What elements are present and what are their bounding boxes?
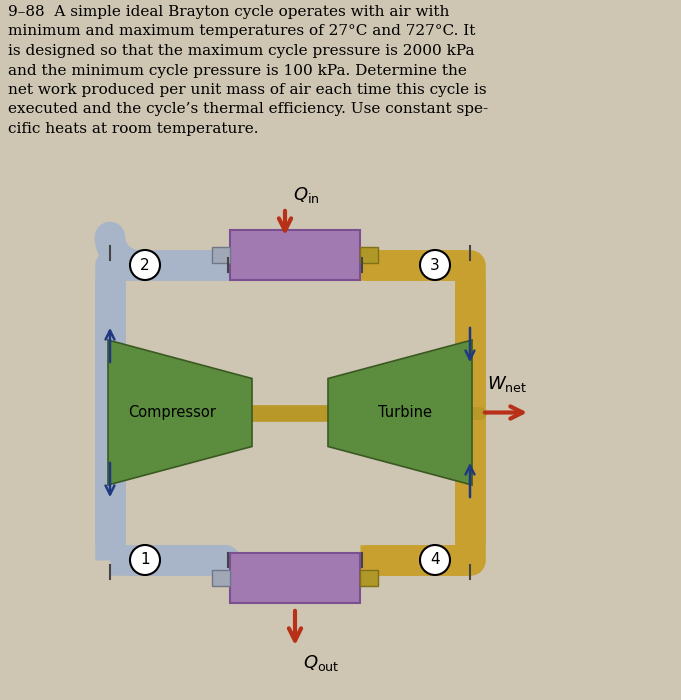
Circle shape xyxy=(420,545,450,575)
Circle shape xyxy=(130,545,160,575)
Polygon shape xyxy=(328,340,472,485)
Text: $W_\mathrm{net}$: $W_\mathrm{net}$ xyxy=(487,374,527,395)
Text: 4: 4 xyxy=(430,552,440,568)
Text: 3: 3 xyxy=(430,258,440,272)
Text: Turbine: Turbine xyxy=(378,405,432,420)
Text: 1: 1 xyxy=(140,552,150,568)
Bar xyxy=(212,570,230,586)
Polygon shape xyxy=(108,340,252,485)
Text: 2: 2 xyxy=(140,258,150,272)
Bar xyxy=(230,553,360,603)
Bar xyxy=(360,247,378,263)
Circle shape xyxy=(420,250,450,280)
Bar xyxy=(212,247,230,263)
Circle shape xyxy=(130,250,160,280)
Bar xyxy=(360,570,378,586)
Text: 9–88  A simple ideal Brayton cycle operates with air with
minimum and maximum te: 9–88 A simple ideal Brayton cycle operat… xyxy=(8,5,488,136)
Text: $Q_\mathrm{in}$: $Q_\mathrm{in}$ xyxy=(293,185,319,205)
Text: Compressor: Compressor xyxy=(128,405,216,420)
Bar xyxy=(230,230,360,280)
Text: $Q_\mathrm{out}$: $Q_\mathrm{out}$ xyxy=(303,653,340,673)
